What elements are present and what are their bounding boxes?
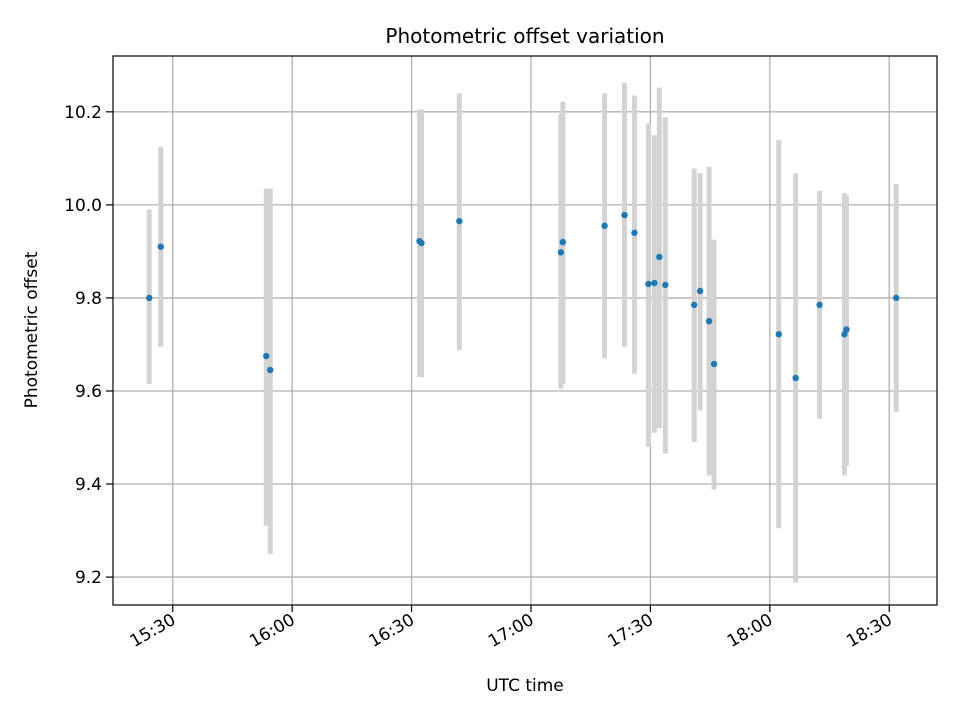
data-point (418, 239, 425, 247)
data-point (146, 294, 153, 302)
data-point (690, 301, 698, 309)
y-tick-label: 10.2 (64, 103, 102, 123)
data-point (696, 287, 704, 295)
y-tick-label: 9.4 (75, 475, 102, 495)
data-point (710, 360, 718, 368)
data-point (792, 374, 799, 382)
y-axis-title: Photometric offset (22, 251, 42, 408)
y-tick-label: 9.2 (75, 568, 102, 588)
data-point (775, 331, 782, 338)
y-tick-label: 9.8 (75, 289, 102, 309)
y-tick-label: 9.6 (75, 382, 102, 402)
chart-title: Photometric offset variation (385, 24, 664, 48)
data-point (843, 326, 850, 333)
x-axis-title: UTC time (486, 676, 564, 696)
plot-area-frame (112, 55, 938, 606)
data-point (631, 229, 638, 236)
data-point (456, 217, 463, 225)
data-point (557, 249, 565, 256)
data-point (656, 253, 663, 261)
data-point (662, 281, 669, 289)
data-point (645, 280, 652, 288)
data-point (157, 243, 164, 250)
y-axis: 9.2 9.4 9.6 9.8 10.0 10.2 (64, 103, 113, 588)
data-point (621, 211, 628, 219)
data-point (651, 279, 658, 287)
data-point (267, 366, 274, 374)
data-point (559, 238, 567, 246)
data-point (892, 294, 900, 302)
data-point (601, 222, 608, 230)
data-points (146, 211, 900, 382)
data-point (263, 352, 270, 360)
data-point (705, 317, 713, 325)
data-point (816, 301, 823, 309)
y-tick-label: 10.0 (64, 196, 102, 216)
